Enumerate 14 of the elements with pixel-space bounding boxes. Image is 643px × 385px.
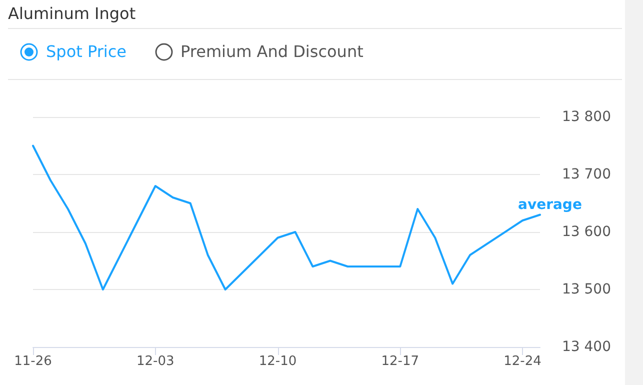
x-tick-label: 12-03 <box>136 354 174 369</box>
text: Premium And Discount <box>180 42 364 61</box>
x-tick-label: 11-26 <box>14 354 52 369</box>
y-tick-label: 13 400 <box>562 339 611 355</box>
chart-title: Aluminum Ingot <box>8 4 136 23</box>
y-tick-label: 13 800 <box>562 109 611 125</box>
series-label: average <box>518 196 582 213</box>
x-tick-label: 12-17 <box>381 354 420 369</box>
y-tick-label: 13 700 <box>562 166 611 182</box>
y-tick-label: 13 600 <box>562 224 611 240</box>
y-tick-label: 13 500 <box>562 282 611 298</box>
x-tick-label: 12-24 <box>504 354 542 369</box>
text: Spot Price <box>46 42 126 61</box>
x-tick-label: 12-10 <box>258 354 297 369</box>
